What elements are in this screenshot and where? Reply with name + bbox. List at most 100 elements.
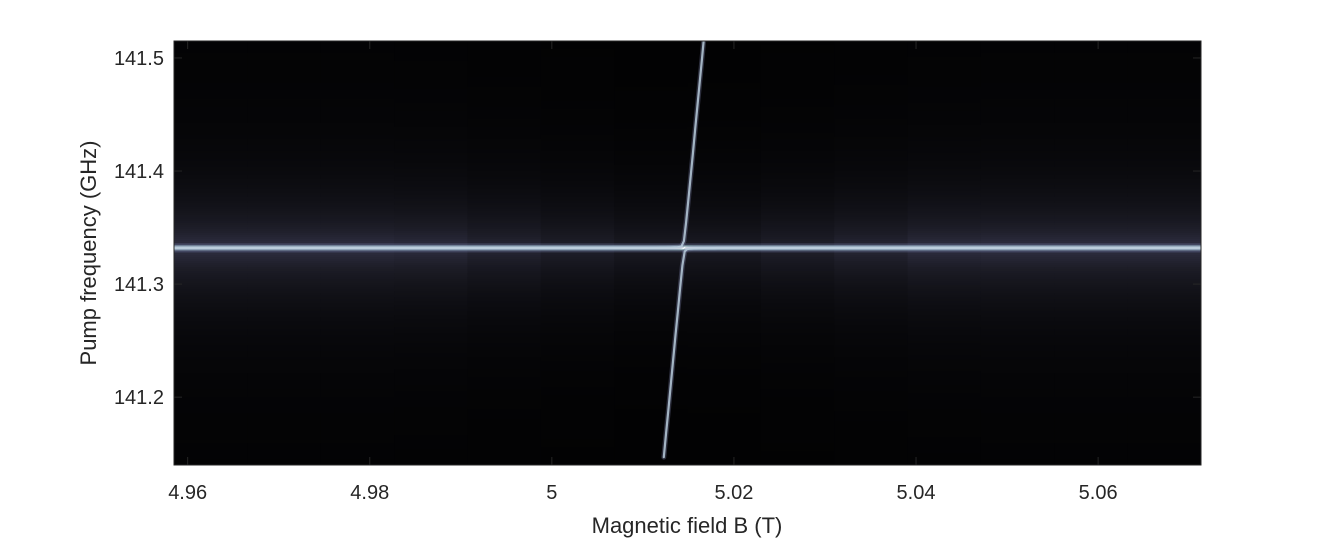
heatmap-cell [540, 211, 615, 214]
heatmap-cell [540, 241, 615, 244]
heatmap-cell [1054, 337, 1129, 340]
heatmap-cell [760, 435, 835, 438]
heatmap-cell [980, 115, 1055, 118]
heatmap-cell [174, 273, 248, 276]
heatmap-cell [467, 161, 542, 164]
heatmap-cell [320, 115, 395, 118]
heatmap-cell [980, 145, 1055, 148]
heatmap-cell [247, 341, 322, 344]
heatmap-cell [907, 453, 982, 456]
heatmap-cell [540, 303, 615, 306]
heatmap-cell [687, 45, 762, 48]
heatmap-cell [1054, 119, 1129, 122]
heatmap-cell [614, 417, 689, 420]
heatmap-cell [540, 313, 615, 316]
heatmap-cell [687, 241, 762, 244]
heatmap-cell [760, 199, 835, 202]
heatmap-cell [760, 113, 835, 116]
heatmap-cell [394, 223, 469, 226]
heatmap-cell [247, 367, 322, 370]
heatmap-cell [540, 441, 615, 444]
heatmap-cell [394, 161, 469, 164]
heatmap-cell [174, 79, 248, 82]
heatmap-cell [540, 135, 615, 138]
heatmap-cell [760, 143, 835, 146]
heatmap-cell [907, 391, 982, 394]
heatmap-cell [907, 455, 982, 458]
heatmap-cell [540, 207, 615, 210]
heatmap-cell [174, 257, 248, 260]
heatmap-cell [540, 381, 615, 384]
heatmap-cell [980, 265, 1055, 268]
heatmap-cell [174, 295, 248, 298]
heatmap-cell [394, 241, 469, 244]
heatmap-cell [174, 227, 248, 230]
heatmap-cell [540, 327, 615, 330]
heatmap-cell [320, 49, 395, 52]
heatmap-cell [320, 331, 395, 334]
heatmap-cell [1127, 455, 1201, 458]
heatmap-cell [174, 317, 248, 320]
heatmap-cell [394, 407, 469, 410]
heatmap-cell [320, 399, 395, 402]
heatmap-cell [174, 427, 248, 430]
heatmap-cell [1054, 423, 1129, 426]
heatmap-cell [320, 69, 395, 72]
heatmap-cell [687, 51, 762, 54]
heatmap-cell [980, 73, 1055, 76]
heatmap-cell [174, 99, 248, 102]
heatmap-cell [834, 85, 909, 88]
heatmap-cell [760, 237, 835, 240]
heatmap-cell [614, 129, 689, 132]
heatmap-cell [394, 139, 469, 142]
heatmap-cell [247, 393, 322, 396]
heatmap-cell [540, 85, 615, 88]
heatmap-cell [980, 137, 1055, 140]
heatmap-cell [980, 351, 1055, 354]
heatmap-cell [1127, 387, 1201, 390]
heatmap-cell [1054, 285, 1129, 288]
heatmap-cell [467, 441, 542, 444]
heatmap-cell [760, 327, 835, 330]
heatmap-cell [687, 205, 762, 208]
heatmap-cell [394, 391, 469, 394]
heatmap-cell [247, 339, 322, 342]
heatmap-cell [980, 43, 1055, 46]
heatmap-cell [687, 235, 762, 238]
heatmap-cell [687, 147, 762, 150]
heatmap-cell [980, 103, 1055, 106]
heatmap-cell [467, 387, 542, 390]
heatmap-cell [320, 381, 395, 384]
heatmap-cell [834, 53, 909, 56]
heatmap-cell [760, 359, 835, 362]
heatmap-cell [467, 275, 542, 278]
heatmap-cell [834, 421, 909, 424]
heatmap-cell [1127, 237, 1201, 240]
heatmap-cell [760, 377, 835, 380]
heatmap-cell [320, 459, 395, 462]
heatmap-cell [614, 111, 689, 114]
heatmap-cell [467, 277, 542, 280]
heatmap-cell [540, 329, 615, 332]
heatmap-cell [320, 177, 395, 180]
heatmap-cell [1127, 73, 1201, 76]
heatmap-cell [467, 395, 542, 398]
heatmap-cell [687, 341, 762, 344]
heatmap-cell [980, 307, 1055, 310]
heatmap-cell [247, 409, 322, 412]
heatmap-cell [1054, 147, 1129, 150]
heatmap-cell [614, 87, 689, 90]
heatmap-cell [614, 225, 689, 228]
heatmap-cell [467, 369, 542, 372]
heatmap-cell [834, 271, 909, 274]
heatmap-cell [1127, 269, 1201, 272]
heatmap-cell [467, 437, 542, 440]
heatmap-cell [467, 355, 542, 358]
heatmap-cell [687, 307, 762, 310]
heatmap-cell [540, 315, 615, 318]
heatmap-cell [834, 175, 909, 178]
heatmap-cell [540, 463, 615, 465]
heatmap-cell [980, 429, 1055, 432]
heatmap-cell [834, 241, 909, 244]
heatmap-cell [907, 233, 982, 236]
